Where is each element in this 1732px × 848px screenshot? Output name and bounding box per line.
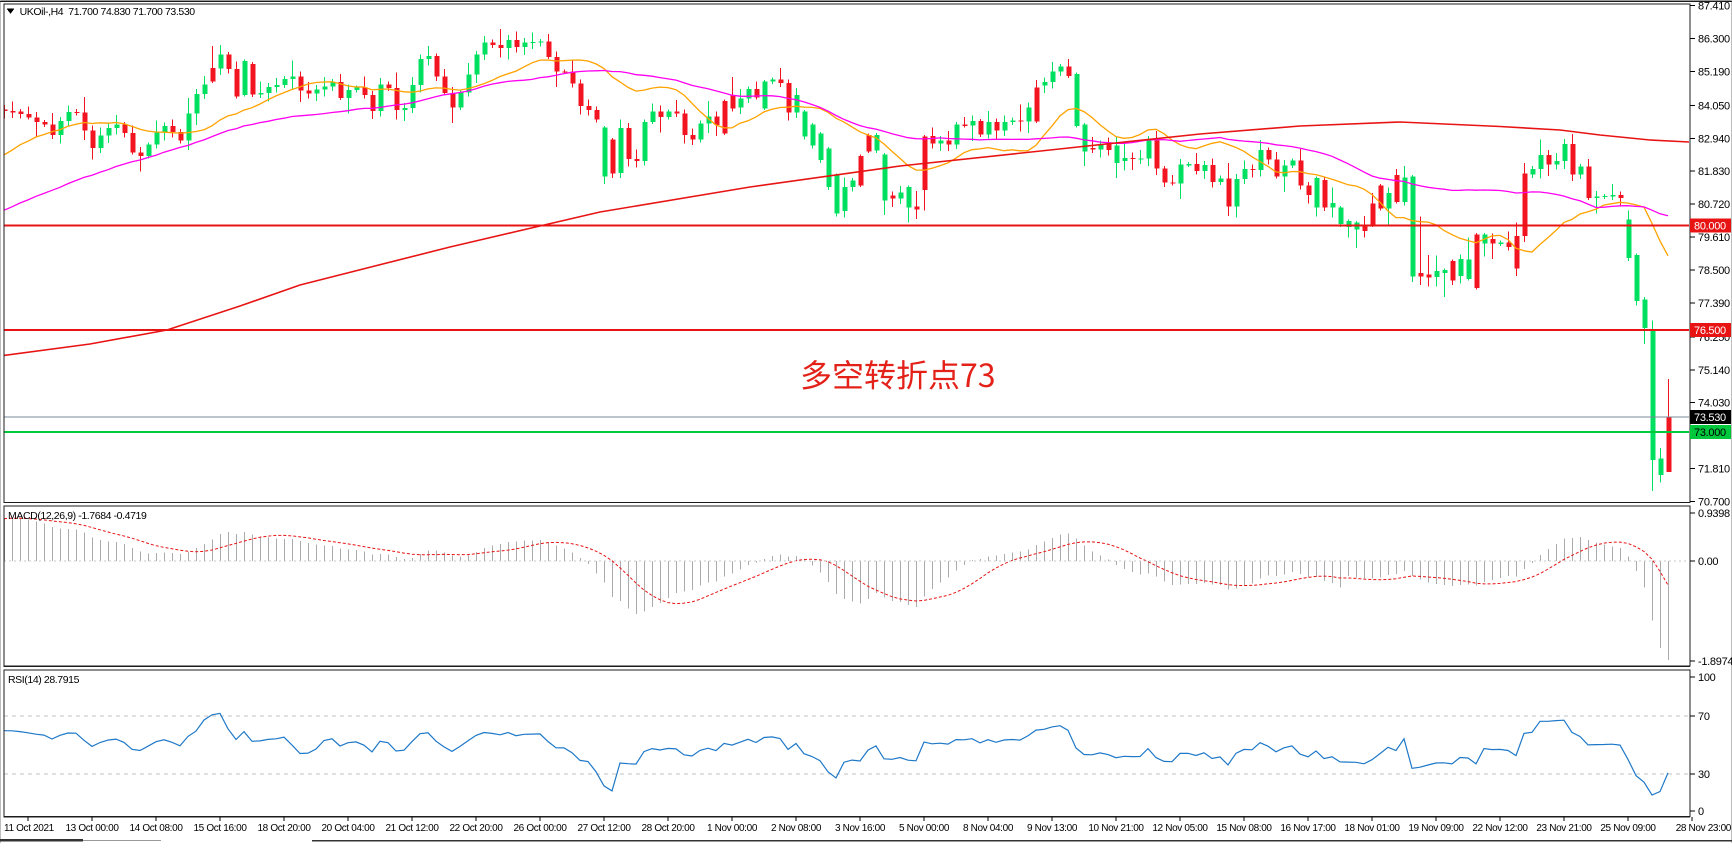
svg-text:71.810: 71.810: [1698, 464, 1730, 476]
svg-text:28 Oct 20:00: 28 Oct 20:00: [641, 823, 695, 834]
svg-text:25 Nov 09:00: 25 Nov 09:00: [1600, 823, 1656, 834]
svg-text:0: 0: [1698, 806, 1704, 818]
svg-text:86.300: 86.300: [1698, 34, 1730, 46]
svg-text:UKOil-,H4 71.700 74.830 71.70: UKOil-,H4 71.700 74.830 71.700 73.530: [20, 6, 196, 18]
svg-text:78.500: 78.500: [1698, 265, 1730, 277]
svg-text:23 Nov 21:00: 23 Nov 21:00: [1536, 823, 1592, 834]
svg-text:28 Nov 23:00: 28 Nov 23:00: [1676, 823, 1732, 834]
svg-text:84.050: 84.050: [1698, 100, 1730, 112]
svg-text:27 Oct 12:00: 27 Oct 12:00: [577, 823, 631, 834]
svg-text:80.720: 80.720: [1698, 199, 1730, 211]
svg-text:74.030: 74.030: [1698, 398, 1730, 410]
svg-text:85.190: 85.190: [1698, 67, 1730, 79]
svg-text:16 Nov 17:00: 16 Nov 17:00: [1280, 823, 1336, 834]
svg-text:70.700: 70.700: [1698, 497, 1730, 509]
svg-text:8 Nov 04:00: 8 Nov 04:00: [963, 823, 1014, 834]
svg-text:14 Oct 08:00: 14 Oct 08:00: [129, 823, 183, 834]
svg-text:22 Oct 20:00: 22 Oct 20:00: [449, 823, 503, 834]
svg-text:30: 30: [1698, 769, 1710, 781]
svg-text:10 Nov 21:00: 10 Nov 21:00: [1088, 823, 1144, 834]
svg-text:20 Oct 04:00: 20 Oct 04:00: [321, 823, 375, 834]
svg-text:100: 100: [1698, 672, 1716, 684]
svg-text:79.610: 79.610: [1698, 232, 1730, 244]
svg-text:15 Oct 16:00: 15 Oct 16:00: [193, 823, 247, 834]
svg-text:82.940: 82.940: [1698, 133, 1730, 145]
svg-text:3 Nov 16:00: 3 Nov 16:00: [835, 823, 886, 834]
svg-text:18 Oct 20:00: 18 Oct 20:00: [257, 823, 311, 834]
svg-text:13 Oct 00:00: 13 Oct 00:00: [65, 823, 119, 834]
svg-text:0.9398: 0.9398: [1698, 508, 1730, 520]
svg-text:75.140: 75.140: [1698, 365, 1730, 377]
svg-text:MACD(12,26,9) -1.7684 -0.4719: MACD(12,26,9) -1.7684 -0.4719: [8, 510, 147, 522]
svg-text:80.000: 80.000: [1694, 221, 1726, 233]
svg-text:22 Nov 12:00: 22 Nov 12:00: [1472, 823, 1528, 834]
svg-text:76.500: 76.500: [1694, 325, 1726, 337]
svg-text:21 Oct 12:00: 21 Oct 12:00: [385, 823, 439, 834]
svg-text:1 Nov 00:00: 1 Nov 00:00: [707, 823, 758, 834]
svg-text:77.390: 77.390: [1698, 298, 1730, 310]
svg-text:RSI(14) 28.7915: RSI(14) 28.7915: [8, 674, 80, 686]
svg-text:11 Oct 2021: 11 Oct 2021: [4, 823, 55, 834]
svg-text:2 Nov 08:00: 2 Nov 08:00: [771, 823, 822, 834]
svg-text:12 Nov 05:00: 12 Nov 05:00: [1152, 823, 1208, 834]
svg-text:5 Nov 00:00: 5 Nov 00:00: [899, 823, 950, 834]
svg-text:18 Nov 01:00: 18 Nov 01:00: [1344, 823, 1400, 834]
svg-text:26 Oct 00:00: 26 Oct 00:00: [513, 823, 567, 834]
svg-text:73.530: 73.530: [1694, 412, 1726, 424]
svg-text:0.00: 0.00: [1698, 556, 1718, 568]
svg-text:9 Nov 13:00: 9 Nov 13:00: [1027, 823, 1078, 834]
svg-text:81.830: 81.830: [1698, 166, 1730, 178]
svg-text:73.000: 73.000: [1694, 427, 1726, 439]
svg-text:-1.8974: -1.8974: [1698, 656, 1732, 668]
svg-text:15 Nov 08:00: 15 Nov 08:00: [1216, 823, 1272, 834]
svg-text:19 Nov 09:00: 19 Nov 09:00: [1408, 823, 1464, 834]
svg-text:70: 70: [1698, 711, 1710, 723]
svg-text:87.410: 87.410: [1698, 1, 1730, 13]
